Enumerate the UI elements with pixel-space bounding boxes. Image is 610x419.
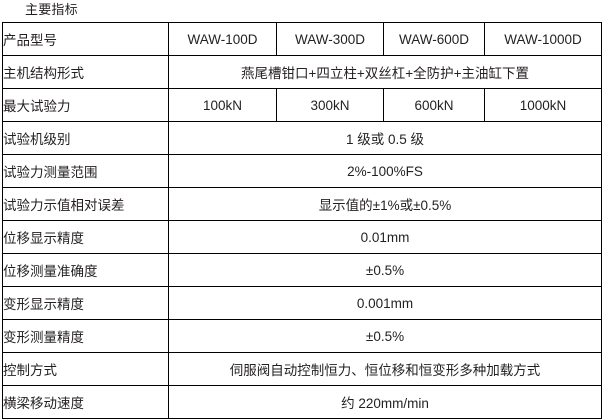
table-row: 横梁移动速度约 220mm/min: [2, 385, 602, 419]
spec-table-container: 产品型号 WAW-100D WAW-300D WAW-600D WAW-1000D 主机结…: [2, 22, 602, 419]
row-label: 试验机级别: [2, 121, 169, 155]
row-value-cell: WAW-600D: [383, 22, 485, 56]
row-label: 变形测量精度: [2, 319, 169, 353]
row-label: 位移测量准确度: [2, 253, 169, 287]
row-label: 位移显示精度: [2, 220, 169, 254]
row-value-merged: 约 220mm/min: [168, 385, 602, 419]
table-row: 位移显示精度 0.01mm: [2, 220, 602, 254]
row-value-merged: ±0.5%: [168, 253, 602, 287]
row-value-merged: 显示值的±1%或±0.5%: [168, 187, 602, 221]
row-value-cell: 100kN: [168, 88, 277, 122]
row-value-merged: 2%-100%FS: [168, 154, 602, 188]
row-value-cell: WAW-1000D: [484, 22, 602, 56]
row-value-merged: 0.001mm: [168, 286, 602, 320]
table-row: 产品型号 WAW-100D WAW-300D WAW-600D WAW-1000D: [2, 22, 602, 56]
page-title: 主要指标: [25, 2, 78, 17]
row-value-merged: 1 级或 0.5 级: [168, 121, 602, 155]
row-value-cell: 300kN: [276, 88, 384, 122]
row-value-merged: ±0.5%: [168, 319, 602, 353]
table-row: 试验力示值相对误差 显示值的±1%或±0.5%: [2, 187, 602, 221]
specifications-page: 主要指标 产品型号 WAW-100D WAW-300D WAW-600D WAW-100…: [2, 2, 602, 419]
row-label: 试验力示值相对误差: [2, 187, 169, 221]
row-value-merged: 0.01mm: [168, 220, 602, 254]
row-label: 变形显示精度: [2, 286, 169, 320]
row-value-cell: WAW-100D: [168, 22, 277, 56]
table-row: 试验机级别 1 级或 0.5 级: [2, 121, 602, 155]
row-label: 试验力测量范围: [2, 154, 169, 188]
table-row: 控制方式 伺服阀自动控制恒力、恒位移和恒变形多种加载方式: [2, 352, 602, 386]
table-row: 变形测量精度 ±0.5%: [2, 319, 602, 353]
row-value-cell: 600kN: [383, 88, 485, 122]
spec-table-body: 产品型号 WAW-100D WAW-300D WAW-600D WAW-1000D 主机结…: [2, 22, 602, 419]
table-row: 变形显示精度 0.001mm: [2, 286, 602, 320]
row-label: 产品型号: [2, 22, 169, 56]
table-row: 位移测量准确度 ±0.5%: [2, 253, 602, 287]
row-label: 最大试验力: [2, 88, 169, 122]
table-row: 主机结构形式 燕尾槽钳口+四立柱+双丝杠+全防护+主油缸下置: [2, 55, 602, 89]
row-label: 主机结构形式: [2, 55, 169, 89]
row-value-cell: WAW-300D: [276, 22, 384, 56]
row-label: 控制方式: [2, 352, 169, 386]
table-row: 试验力测量范围 2%-100%FS: [2, 154, 602, 188]
row-value-merged: 伺服阀自动控制恒力、恒位移和恒变形多种加载方式: [168, 352, 602, 386]
row-value-cell: 1000kN: [484, 88, 602, 122]
row-value-merged: 燕尾槽钳口+四立柱+双丝杠+全防护+主油缸下置: [168, 55, 602, 89]
row-label: 横梁移动速度: [2, 385, 169, 419]
specifications-table: 产品型号 WAW-100D WAW-300D WAW-600D WAW-1000D 主机结…: [2, 22, 602, 419]
table-row: 最大试验力 100kN 300kN 600kN 1000kN: [2, 88, 602, 122]
